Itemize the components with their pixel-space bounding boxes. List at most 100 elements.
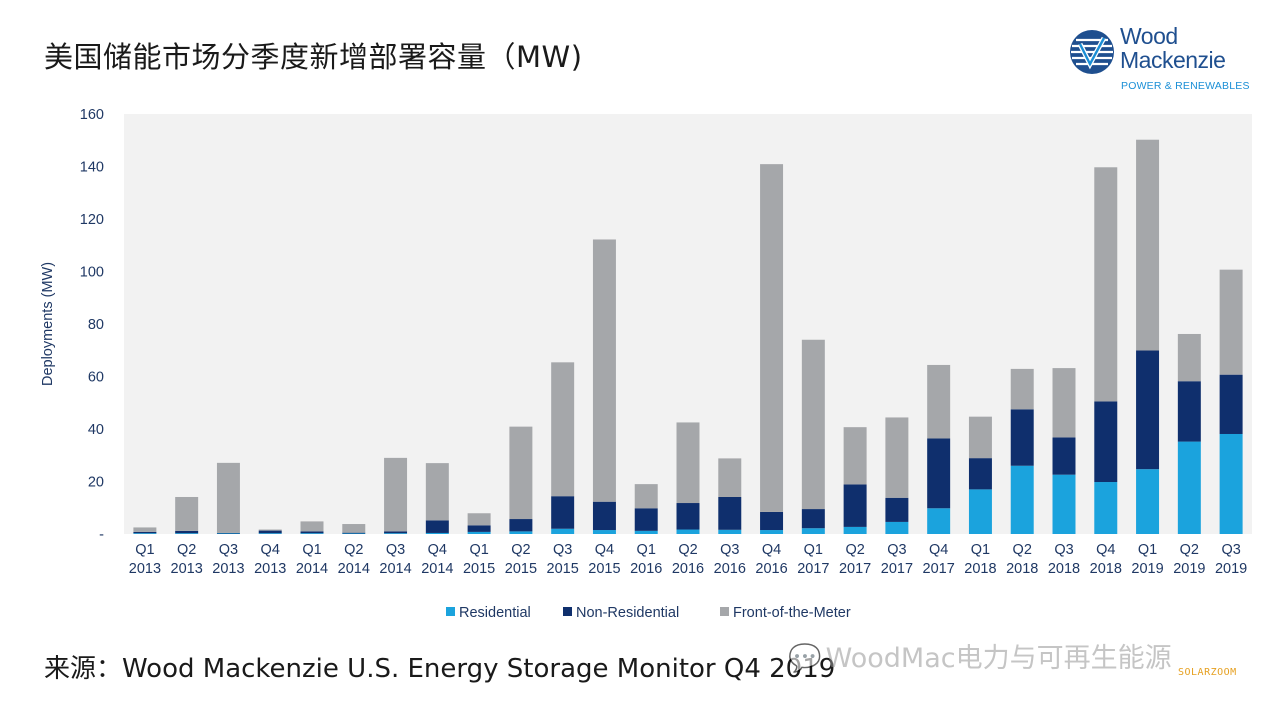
- bar-residential: [509, 531, 533, 534]
- x-tick-label-quarter: Q3: [1221, 542, 1240, 558]
- x-tick-label-quarter: Q2: [511, 542, 530, 558]
- bar-front-of-the-meter: [216, 462, 240, 533]
- watermark: 💬 WoodMac电力与可再生能源: [788, 636, 1172, 675]
- source-note: 来源：Wood Mackenzie U.S. Energy Storage Mo…: [44, 654, 836, 684]
- x-tick-label-quarter: Q3: [553, 542, 572, 558]
- x-tick-label-year: 2013: [212, 561, 244, 577]
- bar-front-of-the-meter: [1010, 368, 1034, 410]
- x-tick-label-year: 2019: [1215, 561, 1247, 577]
- bar-residential: [718, 529, 742, 534]
- bar-residential: [843, 526, 867, 534]
- bar-residential: [425, 532, 449, 534]
- x-tick-label-year: 2018: [1090, 561, 1122, 577]
- bar-front-of-the-meter: [885, 417, 909, 498]
- bar-non-residential: [1052, 437, 1076, 475]
- legend-swatch: [563, 607, 572, 616]
- x-tick-label-year: 2017: [839, 561, 871, 577]
- bar-residential: [342, 533, 366, 534]
- bar-front-of-the-meter: [384, 457, 408, 532]
- bar-non-residential: [1136, 350, 1160, 470]
- bar-residential: [676, 529, 700, 534]
- bar-front-of-the-meter: [801, 339, 825, 510]
- y-tick-label: 60: [88, 370, 104, 386]
- bar-residential: [300, 533, 324, 534]
- bar-front-of-the-meter: [968, 416, 992, 459]
- x-tick-label-year: 2016: [630, 561, 662, 577]
- x-tick-label-quarter: Q1: [804, 542, 823, 558]
- bar-non-residential: [718, 496, 742, 530]
- bar-non-residential: [676, 503, 700, 530]
- bar-non-residential: [927, 438, 951, 509]
- x-tick-label-quarter: Q3: [1054, 542, 1073, 558]
- bar-residential: [927, 508, 951, 534]
- bar-non-residential: [885, 497, 909, 522]
- x-tick-label-quarter: Q4: [428, 542, 447, 558]
- bar-residential: [885, 521, 909, 534]
- x-tick-label-quarter: Q2: [678, 542, 697, 558]
- bar-front-of-the-meter: [1136, 139, 1160, 351]
- x-tick-label-year: 2015: [463, 561, 495, 577]
- bar-non-residential: [300, 531, 324, 534]
- x-tick-label-quarter: Q1: [302, 542, 321, 558]
- x-tick-label-year: 2016: [672, 561, 704, 577]
- x-tick-label-year: 2017: [797, 561, 829, 577]
- bar-residential: [175, 533, 199, 534]
- bar-non-residential: [592, 501, 616, 531]
- logo-line1: Wood: [1120, 23, 1178, 49]
- x-tick-label-year: 2016: [714, 561, 746, 577]
- x-tick-label-quarter: Q2: [1180, 542, 1199, 558]
- bar-residential: [760, 530, 784, 534]
- x-tick-label-quarter: Q4: [1096, 542, 1115, 558]
- bar-front-of-the-meter: [300, 521, 324, 532]
- legend-label: Front-of-the-Meter: [733, 605, 851, 621]
- bar-non-residential: [968, 458, 992, 490]
- bar-front-of-the-meter: [927, 364, 951, 439]
- page-title: 美国储能市场分季度新增部署容量（MW): [44, 40, 583, 74]
- x-tick-label-quarter: Q1: [1138, 542, 1157, 558]
- wechat-icon: 💬: [788, 643, 822, 674]
- bar-non-residential: [258, 530, 282, 534]
- bar-front-of-the-meter: [258, 529, 282, 531]
- x-tick-label-year: 2014: [338, 561, 370, 577]
- legend-label: Residential: [459, 605, 531, 621]
- bar-non-residential: [843, 484, 867, 527]
- x-tick-label-year: 2019: [1131, 561, 1163, 577]
- x-tick-label-quarter: Q3: [386, 542, 405, 558]
- bar-front-of-the-meter: [509, 426, 533, 520]
- bar-front-of-the-meter: [133, 527, 157, 532]
- logo-tagline: POWER & RENEWABLES: [1121, 80, 1250, 92]
- legend-swatch: [720, 607, 729, 616]
- bar-residential: [592, 530, 616, 534]
- bar-front-of-the-meter: [634, 484, 658, 509]
- bar-non-residential: [634, 508, 658, 531]
- bar-front-of-the-meter: [1094, 167, 1118, 402]
- bar-residential: [258, 533, 282, 534]
- x-tick-label-quarter: Q3: [219, 542, 238, 558]
- bar-non-residential: [1010, 409, 1034, 466]
- bar-non-residential: [760, 511, 784, 531]
- bar-front-of-the-meter: [1052, 368, 1076, 438]
- bar-non-residential: [216, 532, 240, 534]
- legend-label: Non-Residential: [576, 605, 679, 621]
- y-tick-label: -: [99, 527, 104, 543]
- y-tick-label: 100: [80, 265, 104, 281]
- bar-residential: [551, 528, 575, 534]
- bar-residential: [133, 533, 157, 534]
- bar-front-of-the-meter: [467, 513, 491, 526]
- bar-residential: [216, 533, 240, 534]
- legend-swatch: [446, 607, 455, 616]
- bar-non-residential: [1094, 401, 1118, 483]
- bar-residential: [1177, 441, 1201, 534]
- bar-front-of-the-meter: [425, 463, 449, 521]
- watermark-text: WoodMac电力与可再生能源: [825, 643, 1172, 674]
- bar-front-of-the-meter: [592, 239, 616, 502]
- bar-non-residential: [467, 525, 491, 532]
- x-tick-label-quarter: Q4: [929, 542, 948, 558]
- bar-residential: [968, 489, 992, 534]
- x-tick-label-quarter: Q1: [637, 542, 656, 558]
- x-tick-label-year: 2015: [547, 561, 579, 577]
- x-tick-label-year: 2018: [964, 561, 996, 577]
- y-tick-label: 140: [80, 160, 104, 176]
- x-tick-label-quarter: Q1: [469, 542, 488, 558]
- bar-front-of-the-meter: [1177, 333, 1201, 382]
